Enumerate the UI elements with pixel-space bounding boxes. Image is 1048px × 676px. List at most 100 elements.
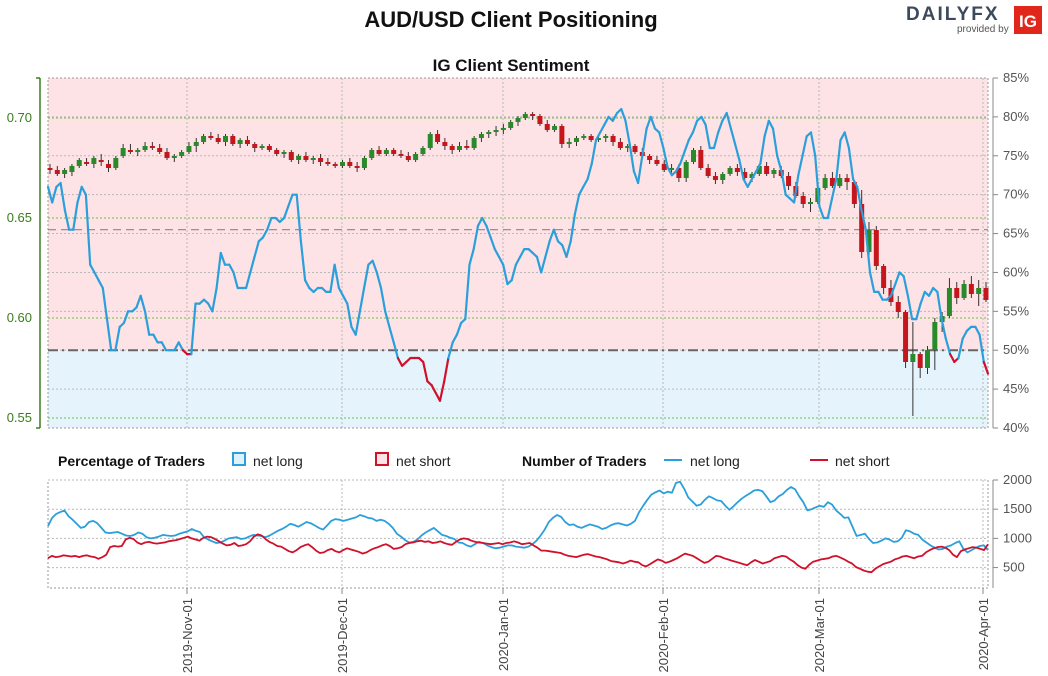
sentiment-segment [358,286,366,313]
traders-gridlines [47,479,989,589]
candle-body [808,202,813,204]
candle-body [120,148,126,156]
sentiment-segment [93,271,100,282]
date-label: 2020-Mar-01 [812,598,827,672]
legend-percentage-heading: Percentage of Traders [58,453,205,469]
candle-body [193,142,199,146]
sentiment-segment [645,115,652,130]
candle-body [376,150,382,154]
sentiment-segment [936,290,943,321]
candle-body [435,134,441,142]
sentiment-segment [72,201,79,231]
sentiment-segment [683,139,690,153]
candle-body [252,144,258,148]
sentiment-segment [919,290,926,305]
sentiment-segment [961,329,969,340]
sentiment-segment [261,228,269,239]
sentiment-segment [46,185,54,204]
candle-body [478,134,484,138]
candle-body [954,288,960,298]
sentiment-segment [860,209,867,231]
sentiment-segment [472,224,480,251]
sentiment-segment [485,224,492,239]
sentiment-segment [948,353,956,363]
candle-body [230,136,236,144]
sentiment-segment [51,185,58,204]
sentiment-segment [535,255,543,274]
candle-body [464,146,470,148]
sentiment-segment [957,337,964,360]
sentiment-segment [518,248,526,258]
sentiment-segment [700,115,707,126]
legend-number-heading: Number of Traders [522,453,647,469]
sentiment-segment [122,310,130,325]
sentiment-segment [594,131,602,142]
candle-body [683,162,689,178]
sentiment-segment [771,127,779,157]
sentiment-segment [59,181,67,212]
ig-badge-bg [1014,6,1042,34]
sentiment-segment [139,294,147,313]
sentiment-segment [143,310,151,336]
right-tick-label: 85% [1003,70,1029,85]
candle-body [522,114,528,118]
candle-body [164,152,170,158]
candle-body [186,146,192,152]
candle-body [800,196,806,204]
sentiment-segment [219,251,227,266]
sentiment-segment [173,341,180,352]
candle-body [705,168,711,176]
candle-body [318,158,324,162]
sentiment-segment [851,178,859,188]
sentiment-segment [97,279,104,290]
candle-body [106,164,111,168]
candle-body [244,140,250,144]
sentiment-segment [249,255,256,274]
legend-count-long-label: net long [690,453,740,469]
sentiment-segment [780,170,787,196]
candle-body [610,136,616,142]
sentiment-segment [742,178,749,188]
candle-body [968,284,974,294]
candle-body [47,168,53,170]
sentiment-segment [906,294,914,321]
sentiment-segment [940,318,947,340]
candle-body [917,354,923,368]
sentiment-segment [974,325,981,336]
sentiment-segment [658,131,665,150]
sentiment-segment [101,286,109,321]
sentiment-segment [295,193,302,243]
sentiment-segment [384,310,391,328]
sentiment-segment [679,150,686,165]
sentiment-segment [620,107,627,122]
sentiment-segment [105,318,113,352]
candle-body [369,150,375,158]
legend-row: Percentage of Traders net long net short… [58,452,890,469]
sentiment-segment [177,341,184,352]
sentiment-segment [160,341,168,352]
candle-body [844,178,850,182]
sentiment-segment [245,271,252,290]
sentiment-segment [797,154,804,177]
sentiment-segment [489,236,496,251]
candle-body [764,166,770,174]
sentiment-segment [190,302,197,356]
candle-body [135,150,141,152]
candle-body [340,162,345,166]
sentiment-segment [76,185,83,204]
sentiment-segment [894,271,901,286]
left-tick-label: 0.70 [7,110,32,125]
sentiment-segment [641,127,648,157]
candle-body [581,136,587,138]
candle-body [354,166,360,168]
sentiment-segment [978,333,985,363]
candle-body [76,160,82,166]
sentiment-background [48,78,988,428]
sentiment-segment [548,228,555,243]
sentiment-segment [767,119,775,130]
sentiment-segment [540,255,547,274]
sentiment-segment [443,356,450,383]
candle-body [266,146,272,150]
sentiment-segment [569,213,577,243]
